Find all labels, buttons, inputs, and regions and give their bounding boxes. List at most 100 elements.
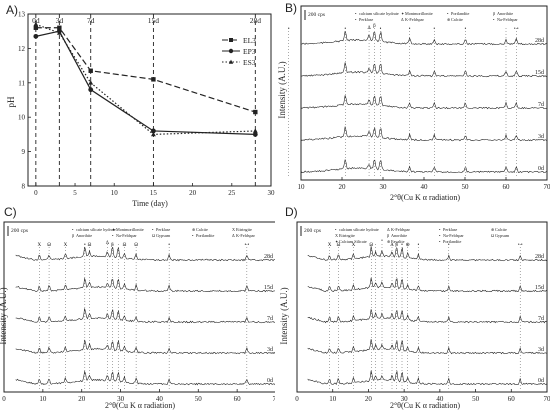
peak-marker: Ω: [337, 243, 341, 248]
x-tick-label: 10: [39, 395, 47, 403]
legend-label: K-Feldspar: [391, 227, 410, 232]
peak-marker: Δ: [367, 26, 371, 31]
y-axis-label-a: pH: [6, 96, 16, 108]
plot-frame-a: [27, 13, 272, 187]
data-point-el3: [88, 68, 93, 73]
day-marker-label: 0d: [32, 16, 40, 25]
x-tick-label: 50: [462, 183, 470, 191]
xrd-curve-28d: [307, 246, 548, 262]
legend-label: Portlandite: [451, 11, 470, 16]
legend-box: [335, 226, 545, 246]
legend-symbol: Ω: [491, 233, 494, 238]
x-tick-label: 30: [401, 395, 409, 403]
plot-frame-c: [3, 221, 275, 393]
x-tick-label: 70: [544, 395, 550, 403]
legend-label: Portlandite: [443, 239, 462, 244]
x-tick-label: 30: [268, 189, 276, 197]
x-tick-label: 30: [380, 183, 388, 191]
x-tick-label: 30: [117, 395, 125, 403]
x-tick-label: 10: [329, 395, 337, 403]
legend-label: Perklase: [443, 227, 457, 232]
peak-marker: Ω: [123, 243, 127, 248]
legend-a: EL3 EP3 ES3: [222, 36, 256, 67]
peak-marker: •: [380, 27, 382, 32]
x-tick-label: 40: [156, 395, 164, 403]
peak-marker: • •: [514, 27, 519, 32]
legend-marker: [228, 48, 234, 54]
panel-letter-d: D): [285, 206, 298, 219]
legend-label: Montmorillonite: [405, 11, 433, 16]
legend-symbol: ✦: [335, 239, 339, 244]
data-point-ep3: [151, 128, 156, 134]
legend-label: Montmorillonite: [116, 227, 144, 232]
peak-marker: •: [381, 239, 383, 244]
xrd-curve-3d: [15, 339, 275, 355]
peak-marker: β: [395, 243, 398, 248]
xrd-curve-15d: [15, 277, 275, 293]
legend-symbol: ✦: [401, 11, 405, 16]
x-tick-label: 5: [73, 189, 77, 197]
legend-symbol: •: [355, 11, 357, 16]
legend-label: calcium silicate hydrate: [339, 227, 379, 232]
legend-label: Calcium Silicate: [339, 239, 367, 244]
x-tick-label: 70: [544, 183, 550, 191]
legend-label: Ettringite: [236, 227, 252, 232]
peak-marker: •: [168, 243, 170, 248]
x-tick-label: 40: [436, 395, 444, 403]
scale-bar-label: 200 cps: [11, 228, 28, 234]
legend-symbol: •: [447, 11, 449, 16]
peak-marker: •: [409, 27, 411, 32]
legend-label: Perklase: [359, 17, 373, 22]
xrd-curve-0d: [307, 370, 548, 386]
data-point-el3: [57, 25, 62, 30]
legend-label: Na-Feldspar: [497, 17, 518, 22]
legend-symbol: ⊕: [447, 17, 451, 22]
legend-symbol: •: [112, 233, 114, 238]
legend-symbol: β: [387, 233, 389, 238]
legend-label: Calcite: [495, 227, 507, 232]
panel-letter-b: B): [285, 1, 297, 15]
legend-symbol: β: [72, 233, 74, 238]
data-point-ep3: [88, 87, 94, 93]
peak-marker: • •: [518, 243, 523, 248]
x-tick-label: 0: [295, 395, 299, 403]
curve-label: 28d: [264, 254, 273, 260]
data-point-es3: [56, 30, 62, 35]
curve-label: 0d: [538, 166, 544, 172]
peak-marker: Ω: [134, 243, 138, 248]
legend-symbol: β: [493, 11, 495, 16]
peak-marker: •: [418, 243, 420, 248]
legend-symbol: Δ: [232, 233, 235, 238]
peak-marker: X: [38, 243, 42, 248]
x-axis-label-c: 2°θ(Cu K α radiation): [105, 401, 175, 410]
x-tick-label: 20: [78, 395, 86, 403]
legend-label: ES3: [243, 58, 256, 67]
curve-label: 0d: [267, 378, 273, 384]
x-axis-label-d: 2°θ(Cu K α radiation): [390, 401, 460, 410]
x-tick-label: 60: [503, 183, 511, 191]
y-tick-label: 11: [18, 79, 25, 87]
peak-marker: ⊕: [406, 242, 410, 248]
legend-symbol: •: [72, 227, 74, 232]
legend-marker: [228, 59, 234, 64]
legend-symbol: Δ: [401, 17, 404, 22]
legend-label: Gypsum: [495, 233, 510, 238]
y-axis-label-b: Intensity (A.U.): [277, 61, 287, 118]
legend-label: Na-Feldspar: [443, 233, 464, 238]
legend-label: Anorthite: [391, 233, 407, 238]
data-point-es3: [88, 80, 94, 85]
legend-symbol: Δ: [387, 227, 390, 232]
legend-symbol: ⊕: [192, 227, 196, 232]
peak-marker: β: [373, 24, 376, 29]
peak-marker: Ω: [47, 243, 51, 248]
x-tick-label: 20: [365, 395, 373, 403]
xrd-curve-7d: [307, 309, 547, 324]
scale-bar-label: 200 cps: [308, 12, 325, 18]
legend-label: Na-Feldspar: [116, 233, 137, 238]
peak-marker: β: [111, 243, 114, 248]
y-tick-label: 8: [22, 183, 26, 191]
curve-label: 7d: [538, 102, 544, 108]
legend-symbol: •: [335, 227, 337, 232]
data-point-el3: [33, 25, 39, 30]
legend-marker: [229, 38, 233, 42]
